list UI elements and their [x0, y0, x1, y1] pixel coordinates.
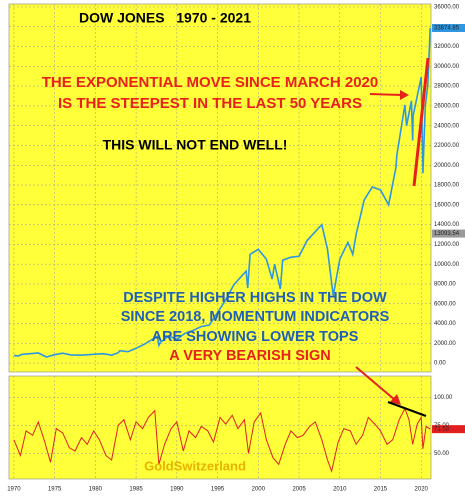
value-marker-label: 33874.85	[434, 26, 460, 32]
x-tick-label: 1990	[170, 487, 184, 493]
y-tick-label: 36000.00	[434, 5, 460, 11]
x-tick-label: 1995	[211, 487, 225, 493]
y-tick-label: 20000.00	[434, 163, 460, 169]
y-tick-label: 30000.00	[434, 64, 460, 70]
y-tick-label: 0.00	[434, 361, 446, 367]
arrow-head	[400, 90, 409, 100]
y-tick-label: 50.00	[434, 451, 450, 457]
y-tick-label: 16000.00	[434, 202, 460, 208]
y-tick-label: 22000.00	[434, 143, 460, 149]
annotation: THE EXPONENTIAL MOVE SINCE MARCH 2020	[42, 74, 378, 91]
grid	[9, 4, 431, 479]
x-tick-label: 2010	[333, 487, 347, 493]
main-panel	[8, 3, 432, 373]
arrow-head	[390, 394, 401, 405]
y-tick-label: 28000.00	[434, 84, 460, 90]
y-tick-label: 8000.00	[434, 282, 456, 288]
y-tick-label: 14000.00	[434, 222, 460, 228]
y-tick-label: 12000.00	[434, 242, 460, 248]
y-tick-label: 6000.00	[434, 301, 456, 307]
x-tick-label: 1975	[48, 487, 62, 493]
indicator-panel	[8, 375, 432, 480]
annotation: SINCE 2018, MOMENTUM INDICATORS	[121, 309, 390, 325]
y-tick-label: 24000.00	[434, 123, 460, 129]
y-tick-label: 100.00	[434, 395, 453, 401]
x-tick-label: 2015	[374, 487, 388, 493]
y-tick-label: 18000.00	[434, 183, 460, 189]
value-marker	[432, 229, 465, 238]
y-tick-label: 10000.00	[434, 262, 460, 268]
x-tick-label: 1980	[89, 487, 103, 493]
y-tick-label: 32000.00	[434, 44, 460, 50]
value-marker	[432, 23, 465, 32]
x-tick-label: 2000	[252, 487, 266, 493]
data-line	[13, 27, 431, 358]
value-marker-label: 71.53	[434, 427, 450, 433]
annotation: ARE SHOWING LOWER TOPS	[152, 329, 359, 345]
trend-line	[412, 57, 430, 187]
annotation: A VERY BEARISH SIGN	[169, 348, 330, 364]
arrow	[369, 93, 404, 96]
value-marker-label: 13093.54	[434, 231, 460, 237]
value-marker	[432, 425, 465, 434]
x-tick-label: 2005	[292, 487, 306, 493]
annotations: THE EXPONENTIAL MOVE SINCE MARCH 2020 IS …	[42, 74, 390, 473]
x-tick-label: 2020	[415, 487, 429, 493]
annotation: DESPITE HIGHER HIGHS IN THE DOW	[123, 290, 387, 306]
momentum-trend	[387, 401, 427, 417]
annotation: GoldSwitzerland	[144, 458, 246, 473]
y-tick-label: 4000.00	[434, 321, 456, 327]
annotation: IS THE STEEPEST IN THE LAST 50 YEARS	[58, 95, 362, 112]
plot	[13, 27, 431, 473]
x-tick-label: 1970	[7, 487, 21, 493]
annotation: THIS WILL NOT END WELL!	[103, 137, 288, 153]
y-tick-label: 26000.00	[434, 103, 460, 109]
x-tick-label: 1985	[129, 487, 143, 493]
arrow	[355, 366, 396, 401]
y-tick-label: 2000.00	[434, 341, 456, 347]
chart-title: DOW JONES 1970 - 2021	[79, 10, 251, 26]
data-line	[13, 407, 431, 473]
